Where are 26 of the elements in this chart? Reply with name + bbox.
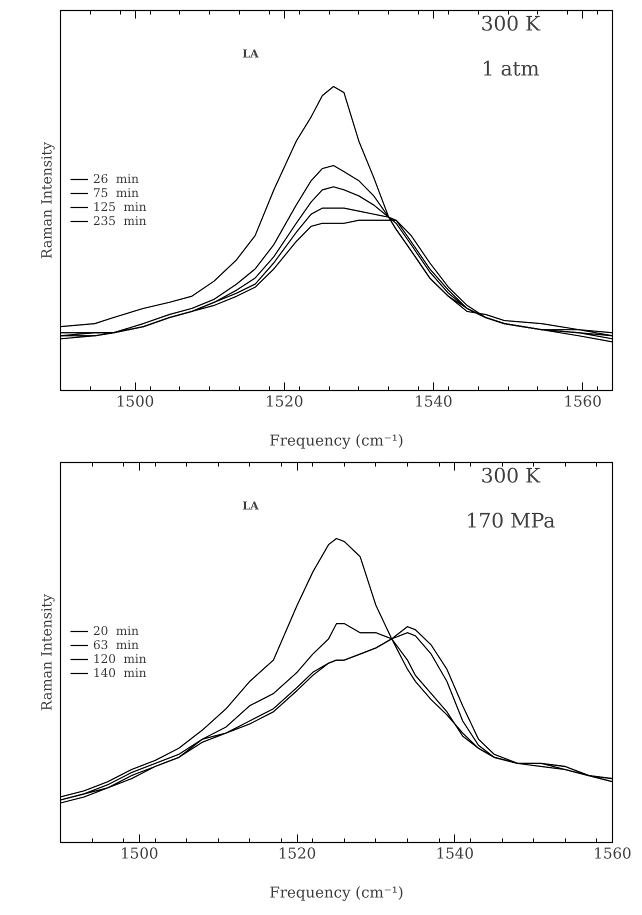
- legend-label: 125 min: [93, 200, 146, 214]
- text: 300 K: [480, 12, 542, 36]
- text: 170 MPa: [466, 508, 556, 532]
- x-tick-label: 1520: [278, 844, 316, 862]
- x-tick-label: 1560: [564, 392, 602, 410]
- x-tick-label: 1500: [116, 392, 154, 410]
- legend-label: 120 min: [93, 652, 146, 666]
- legend-label: 26 min: [93, 172, 139, 186]
- x-axis-title: Frequency (cm⁻¹): [269, 884, 404, 902]
- legend-label: 235 min: [93, 214, 146, 228]
- text: 1 atm: [481, 56, 540, 80]
- text: LA: [242, 500, 260, 512]
- x-tick-label: 1520: [265, 392, 304, 410]
- x-tick-label: 1540: [414, 392, 453, 410]
- legend-label: 140 min: [93, 666, 146, 680]
- y-axis-title: Raman Intensity: [40, 142, 56, 259]
- x-axis-title: Frequency (cm⁻¹): [269, 432, 404, 450]
- y-axis-title: Raman Intensity: [40, 594, 56, 711]
- x-tick-label: 1540: [436, 844, 474, 862]
- text: 300 K: [480, 464, 542, 488]
- legend-label: 75 min: [93, 186, 139, 200]
- x-tick-label: 1500: [120, 844, 158, 862]
- x-tick-label: 1560: [593, 844, 632, 862]
- legend-label: 63 min: [93, 638, 139, 652]
- text: LA: [242, 48, 260, 60]
- legend-label: 20 min: [93, 624, 139, 638]
